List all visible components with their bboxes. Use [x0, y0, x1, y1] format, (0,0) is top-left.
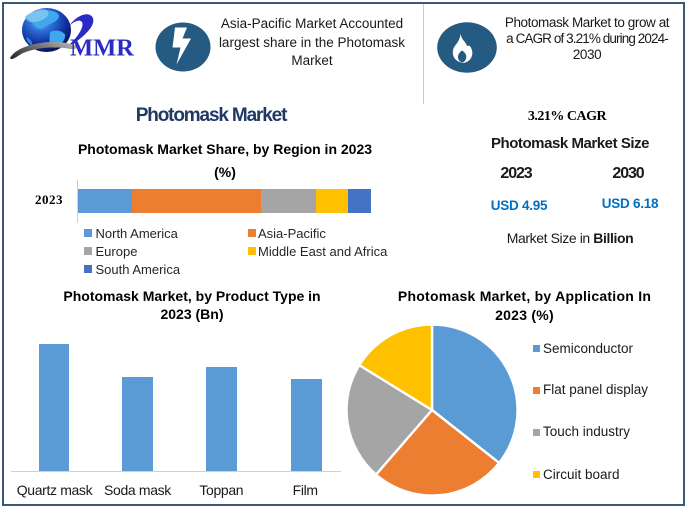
svg-text:MMR: MMR: [70, 35, 134, 62]
